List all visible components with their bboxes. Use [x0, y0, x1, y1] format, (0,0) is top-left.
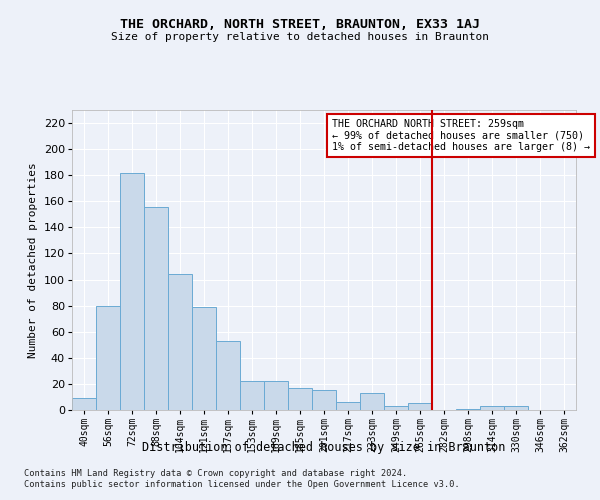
Bar	[456, 408, 480, 410]
Bar	[312, 390, 336, 410]
Bar	[384, 406, 408, 410]
Bar	[288, 388, 312, 410]
Bar	[240, 382, 264, 410]
Bar	[144, 206, 168, 410]
Bar	[192, 307, 216, 410]
Bar	[408, 404, 432, 410]
Bar	[480, 406, 504, 410]
Bar	[504, 406, 528, 410]
Text: THE ORCHARD, NORTH STREET, BRAUNTON, EX33 1AJ: THE ORCHARD, NORTH STREET, BRAUNTON, EX3…	[120, 18, 480, 30]
Bar	[264, 382, 288, 410]
Bar	[72, 398, 96, 410]
Bar	[120, 172, 144, 410]
Text: Size of property relative to detached houses in Braunton: Size of property relative to detached ho…	[111, 32, 489, 42]
Bar	[216, 341, 240, 410]
Text: Distribution of detached houses by size in Braunton: Distribution of detached houses by size …	[142, 441, 506, 454]
Bar	[360, 393, 384, 410]
Bar	[336, 402, 360, 410]
Bar	[96, 306, 120, 410]
Text: Contains public sector information licensed under the Open Government Licence v3: Contains public sector information licen…	[24, 480, 460, 489]
Bar	[168, 274, 192, 410]
Text: Contains HM Land Registry data © Crown copyright and database right 2024.: Contains HM Land Registry data © Crown c…	[24, 468, 407, 477]
Y-axis label: Number of detached properties: Number of detached properties	[28, 162, 38, 358]
Text: THE ORCHARD NORTH STREET: 259sqm
← 99% of detached houses are smaller (750)
1% o: THE ORCHARD NORTH STREET: 259sqm ← 99% o…	[332, 119, 590, 152]
